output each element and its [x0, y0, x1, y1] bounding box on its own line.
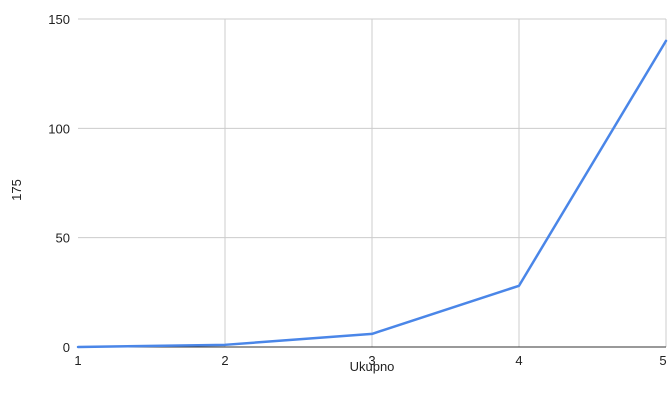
x-axis-title: Ukupno	[350, 359, 395, 374]
x-tick-label: 2	[221, 353, 228, 368]
x-tick-label: 1	[74, 353, 81, 368]
y-tick-label: 150	[48, 12, 70, 27]
y-tick-label: 100	[48, 121, 70, 136]
x-tick-label: 3	[368, 353, 375, 368]
x-tick-label: 4	[515, 353, 522, 368]
y-tick-label: 0	[63, 340, 70, 355]
series-layer	[76, 39, 668, 349]
x-tick-label: 5	[659, 353, 666, 368]
y-tick-labels: 0 50 100 150	[48, 12, 70, 355]
grid-lines	[78, 18, 667, 347]
y-tick-label: 50	[56, 231, 70, 246]
x-tick-labels: 1 2 3 4 5	[74, 353, 666, 368]
y-axis-title: 175	[9, 179, 24, 201]
